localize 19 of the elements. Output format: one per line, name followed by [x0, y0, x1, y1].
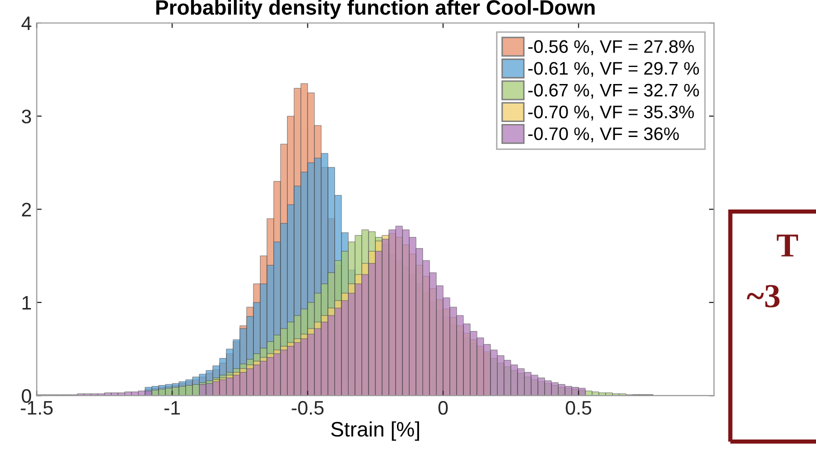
legend-label: -0.67 %, VF = 32.7 %	[528, 84, 699, 99]
y-tick-label: 1	[22, 296, 31, 310]
x-tick-label: 0	[438, 400, 448, 415]
chart-title: Probability density function after Cool-Down	[156, 0, 595, 19]
x-tick-label: -1	[164, 401, 180, 415]
x-axis-title: Strain [%]	[331, 421, 420, 441]
y-tick-label: 4	[21, 16, 32, 30]
y-tick-label: 0	[22, 389, 32, 403]
legend-label: -0.70 %, VF = 36%	[528, 127, 679, 142]
legend-label: -0.56 %, VF = 27.8%	[528, 40, 694, 56]
text: ~3	[746, 284, 780, 308]
legend-label: -0.70 %, VF = 35.3%	[528, 106, 694, 121]
x-tick-label: 0.5	[566, 400, 592, 415]
y-tick-label: 2	[22, 202, 31, 216]
y-tick-label: 3	[22, 110, 32, 124]
legend-label: -0.61 %, VF = 29.7 %	[528, 62, 699, 77]
text: T	[776, 234, 798, 256]
x-tick-label: -0.5	[292, 400, 324, 415]
x-tick-label: -1.5	[20, 401, 53, 415]
